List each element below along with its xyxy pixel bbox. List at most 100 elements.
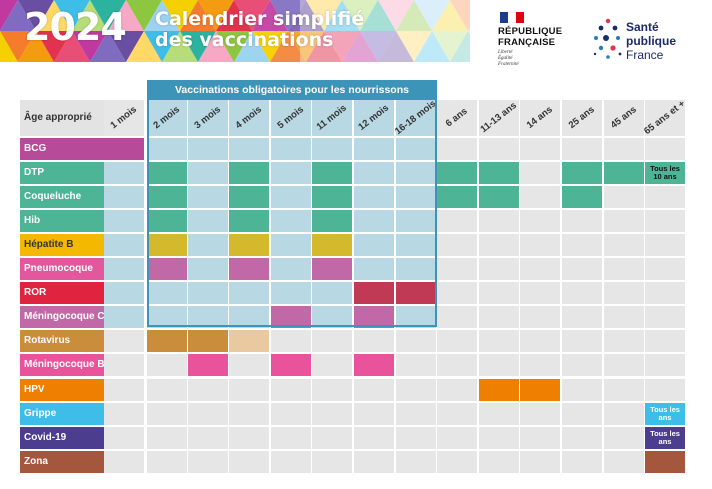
mosaic-triangle bbox=[288, 0, 324, 31]
schedule-cell bbox=[479, 450, 519, 473]
schedule-cell bbox=[188, 282, 228, 305]
mosaic-triangle bbox=[234, 31, 270, 62]
vaccine-label: Méningocoque B bbox=[20, 354, 105, 377]
dose-cell bbox=[271, 306, 311, 329]
schedule-cell bbox=[604, 234, 644, 257]
schedule-cell bbox=[604, 138, 644, 160]
schedule-cell bbox=[104, 378, 144, 401]
schedule-cell bbox=[147, 282, 187, 305]
mosaic-triangle bbox=[288, 31, 324, 62]
dose-cell bbox=[188, 354, 228, 377]
motto-fraternite: Fraternité bbox=[498, 62, 519, 67]
mosaic-triangle bbox=[342, 0, 378, 31]
dose-cell bbox=[229, 258, 269, 281]
mosaic-triangle bbox=[378, 0, 414, 31]
schedule-cell bbox=[562, 138, 602, 160]
schedule-cell bbox=[271, 402, 311, 425]
schedule-cell bbox=[312, 138, 352, 160]
dose-cell bbox=[562, 186, 602, 209]
dose-cell bbox=[645, 426, 685, 449]
schedule-cell bbox=[479, 426, 519, 449]
mosaic-triangle bbox=[198, 31, 234, 62]
schedule-cell bbox=[312, 330, 352, 353]
header: 2024 Calendrier simplifié des vaccinatio… bbox=[0, 0, 712, 78]
schedule-cell bbox=[437, 258, 477, 281]
mosaic-triangle bbox=[126, 0, 162, 31]
schedule-cell bbox=[437, 330, 477, 353]
schedule-cell bbox=[437, 426, 477, 449]
schedule-cell bbox=[354, 258, 394, 281]
age-header-label: 45 ans bbox=[608, 104, 639, 132]
schedule-cell bbox=[104, 186, 144, 209]
schedule-cell bbox=[396, 138, 436, 160]
schedule-cell bbox=[437, 402, 477, 425]
schedule-cell bbox=[354, 450, 394, 473]
age-header-label: 25 ans bbox=[566, 104, 597, 132]
dose-cell bbox=[354, 354, 394, 377]
mosaic-triangle bbox=[342, 31, 378, 62]
schedule-cell bbox=[437, 306, 477, 329]
schedule-cell bbox=[271, 282, 311, 305]
mosaic-triangle bbox=[432, 0, 468, 31]
dose-cell bbox=[188, 330, 228, 353]
mosaic-triangle bbox=[72, 31, 108, 62]
mosaic-triangle bbox=[54, 31, 90, 62]
schedule-cell bbox=[229, 354, 269, 377]
republique-francaise-logo: RÉPUBLIQUE FRANÇAISE Liberté Égalité Fra… bbox=[498, 12, 578, 72]
dose-cell bbox=[437, 186, 477, 209]
age-header-label: 16-18 mois bbox=[392, 98, 439, 138]
vaccine-label: HPV bbox=[20, 378, 104, 401]
schedule-cell bbox=[229, 138, 269, 160]
dose-cell bbox=[479, 162, 519, 185]
schedule-cell bbox=[479, 282, 519, 305]
schedule-cell bbox=[188, 138, 228, 160]
schedule-cell bbox=[104, 282, 144, 305]
schedule-cell bbox=[312, 402, 352, 425]
schedule-cell bbox=[147, 402, 187, 425]
schedule-cell bbox=[354, 330, 394, 353]
age-header: 5 mois bbox=[271, 100, 311, 136]
age-header-label: 3 mois bbox=[192, 104, 223, 132]
dose-note: Tous les 10 ans bbox=[650, 164, 680, 182]
sante-publique-france-logo: Santé publique France bbox=[592, 16, 702, 68]
schedule-cell bbox=[562, 258, 602, 281]
vaccine-label: Hépatite B bbox=[20, 234, 104, 257]
dose-cell bbox=[147, 210, 187, 233]
schedule-cell bbox=[229, 402, 269, 425]
mosaic-triangle bbox=[54, 0, 90, 31]
age-header-label: 2 mois bbox=[151, 104, 182, 132]
schedule-cell bbox=[271, 258, 311, 281]
age-header: 14 ans bbox=[520, 100, 560, 136]
schedule-cell bbox=[479, 234, 519, 257]
dose-cell bbox=[229, 186, 269, 209]
mosaic-triangle bbox=[252, 0, 288, 31]
schedule-cell bbox=[396, 258, 436, 281]
dose-cell bbox=[312, 258, 352, 281]
dose-cell bbox=[312, 234, 352, 257]
schedule-cell bbox=[229, 306, 269, 329]
dose-cell bbox=[147, 258, 187, 281]
schedule-cell bbox=[604, 210, 644, 233]
age-header: 45 ans bbox=[604, 100, 644, 136]
schedule-cell bbox=[396, 450, 436, 473]
vaccine-label: Grippe bbox=[20, 402, 104, 425]
age-header-label: 65 ans et + bbox=[642, 98, 688, 137]
mosaic-triangle bbox=[414, 0, 450, 31]
schedule-cell bbox=[147, 354, 187, 377]
schedule-cell bbox=[229, 378, 269, 401]
motto-egalite: Égalité bbox=[498, 56, 513, 61]
mosaic-triangle bbox=[144, 31, 180, 62]
mosaic-triangle bbox=[432, 31, 468, 62]
schedule-cell bbox=[520, 210, 560, 233]
age-header: 6 ans bbox=[437, 100, 477, 136]
schedule-cell bbox=[104, 210, 144, 233]
schedule-cell bbox=[479, 354, 519, 377]
mosaic-triangle bbox=[36, 31, 72, 62]
vaccine-label: BCG bbox=[20, 138, 104, 160]
mosaic-triangle bbox=[72, 0, 108, 31]
schedule-cell bbox=[147, 450, 187, 473]
dose-cell bbox=[520, 378, 560, 401]
schedule-cell bbox=[562, 282, 602, 305]
schedule-cell bbox=[354, 234, 394, 257]
schedule-cell bbox=[188, 450, 228, 473]
